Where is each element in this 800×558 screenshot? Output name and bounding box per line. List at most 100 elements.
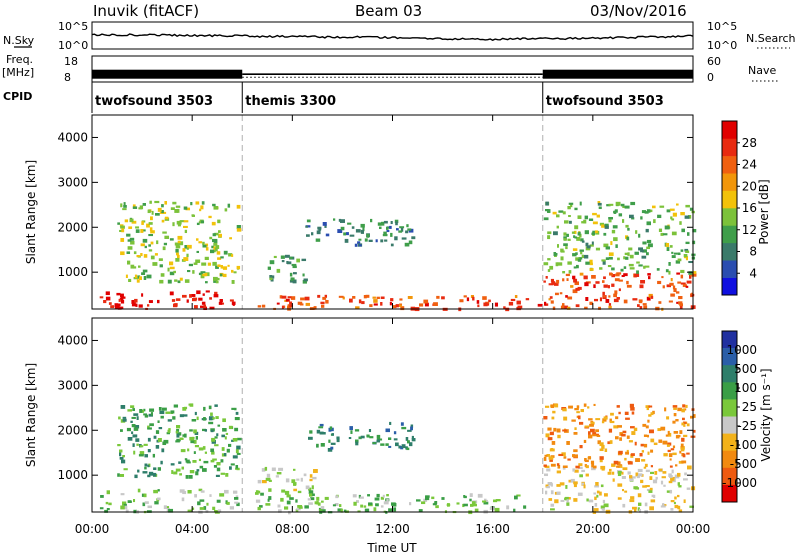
echo-cell-3 [343, 509, 347, 513]
echo-cell-0 [114, 305, 120, 309]
echo-cell-2 [162, 231, 167, 234]
echo-cell-5 [599, 297, 602, 302]
echo-cell-1 [488, 299, 491, 303]
echo-cell-3 [276, 268, 281, 273]
echo-cell-5 [565, 273, 570, 277]
freq-panel-frame [91, 55, 694, 83]
echo-cell-6 [592, 465, 597, 469]
echo-cell-2 [129, 218, 134, 223]
echo-cell-6 [599, 456, 604, 460]
echo-cell-6 [636, 270, 639, 274]
echo-cell-3 [463, 503, 468, 507]
echo-cell-2 [177, 240, 181, 244]
echo-cell-5 [583, 484, 586, 489]
echo-cell-6 [683, 434, 688, 438]
echo-cell-1 [289, 304, 293, 307]
echo-cell-2 [127, 239, 132, 242]
colorbar-swatch-9 [722, 121, 737, 139]
echo-cell-3 [284, 506, 289, 510]
echo-cell-1 [136, 416, 139, 420]
echo-cell-0 [200, 490, 205, 493]
echo-cell-3 [364, 508, 370, 513]
echo-cell-5 [648, 490, 653, 493]
echo-cell-4 [305, 225, 311, 228]
echo-cell-1 [234, 417, 240, 421]
echo-cell-1 [305, 302, 311, 306]
echo-cell-5 [673, 501, 676, 505]
echo-cell-5 [678, 485, 682, 488]
echo-cell-6 [599, 459, 603, 463]
echo-cell-5 [690, 293, 695, 297]
echo-cell-1 [194, 431, 199, 435]
echo-cell-6 [543, 217, 549, 221]
echo-cell-6 [547, 258, 551, 261]
echo-cell-5 [570, 285, 574, 288]
echo-cell-1 [236, 467, 240, 471]
echo-cell-4 [330, 446, 334, 450]
echo-cell-6 [682, 417, 685, 421]
echo-cell-5 [677, 494, 680, 498]
echo-cell-2 [141, 272, 146, 275]
echo-cell-2 [132, 206, 138, 209]
colorbar-tick-label-4: -25 [737, 419, 757, 433]
echo-cell-4 [398, 230, 403, 233]
echo-cell-3 [482, 500, 487, 503]
echo-cell-6 [638, 247, 643, 251]
echo-cell-5 [562, 303, 565, 307]
echo-cell-2 [227, 203, 231, 208]
echo-cell-6 [692, 271, 697, 274]
echo-cell-3 [363, 505, 367, 508]
echo-cell-6 [664, 407, 667, 412]
echo-cell-6 [607, 265, 612, 268]
echo-cell-2 [213, 280, 218, 283]
echo-cell-4 [362, 227, 365, 232]
echo-cell-1 [510, 298, 516, 302]
echo-cell-5 [650, 499, 656, 503]
echo-cell-1 [436, 295, 440, 299]
echo-cell-6 [566, 233, 569, 237]
echo-cell-5 [637, 507, 640, 511]
echo-cell-6 [578, 231, 581, 234]
echo-cell-1 [225, 473, 229, 477]
echo-cell-6 [668, 270, 671, 275]
echo-cell-2 [133, 266, 137, 269]
echo-cell-6 [658, 228, 663, 232]
echo-cell-6 [605, 246, 610, 250]
echo-cell-1 [304, 296, 310, 301]
echo-cell-2 [202, 244, 207, 248]
echo-cell-5 [679, 303, 684, 307]
colorbar-swatch-2 [722, 365, 737, 383]
echo-cell-2 [164, 217, 170, 221]
echo-cell-5 [682, 284, 687, 287]
echo-cell-6 [545, 209, 549, 212]
echo-cell-3 [434, 501, 438, 505]
echo-cell-6 [590, 460, 595, 465]
echo-cell-6 [576, 405, 580, 409]
echo-cell-6 [561, 452, 566, 456]
echo-cell-6 [647, 419, 650, 423]
echo-cell-5 [545, 484, 549, 488]
echo-cell-1 [400, 306, 405, 311]
echo-cell-6 [669, 458, 672, 461]
echo-cell-2 [205, 243, 209, 247]
cpid-segment-label-0: twofsound 3503 [95, 94, 213, 109]
echo-cell-5 [668, 300, 673, 303]
echo-cell-3 [386, 494, 389, 497]
echo-cell-1 [180, 449, 186, 453]
echo-cell-4 [401, 426, 407, 430]
echo-cell-1 [117, 473, 120, 477]
echo-cell-1 [228, 425, 233, 429]
colorbar-swatch-5 [722, 416, 737, 434]
echo-cell-4 [366, 434, 370, 438]
echo-cell-4 [370, 218, 373, 223]
echo-cell-5 [661, 276, 664, 279]
echo-cell-6 [634, 251, 639, 255]
echo-cell-6 [576, 265, 579, 269]
echo-cell-6 [589, 268, 594, 271]
echo-cell-2 [124, 219, 129, 223]
echo-cell-2 [198, 241, 203, 244]
echo-cell-4 [305, 225, 308, 228]
echo-cell-6 [615, 436, 619, 440]
echo-cell-6 [673, 252, 678, 255]
echo-cell-6 [686, 423, 690, 427]
